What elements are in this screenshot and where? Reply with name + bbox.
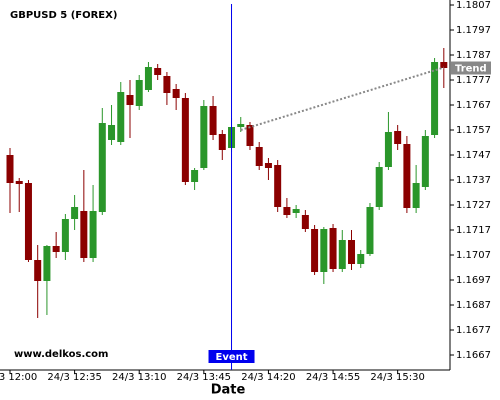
y-tick-label: 1.1697: [456, 275, 491, 286]
candle-body: [301, 215, 309, 229]
candle-body: [15, 181, 23, 184]
candle-body: [144, 67, 152, 90]
candle-body: [43, 246, 51, 281]
candle-body: [34, 260, 42, 281]
candle-body: [375, 167, 383, 207]
y-tick-label: 1.1767: [456, 100, 491, 111]
candle-body: [255, 147, 263, 166]
y-tick-label: 1.1797: [456, 25, 491, 36]
chart-title: GBPUSD 5 (FOREX): [10, 10, 117, 21]
candle-body: [71, 207, 79, 219]
candle-body: [163, 76, 171, 93]
x-tick-label: 24/3 14:20: [241, 372, 295, 383]
candle-body: [6, 155, 14, 183]
y-tick-label: 1.1757: [456, 125, 491, 136]
candle-body: [384, 132, 392, 167]
candle-body: [264, 163, 272, 168]
watermark: www.delkos.com: [14, 349, 108, 360]
candle-body: [403, 144, 411, 208]
candle-body: [200, 106, 208, 168]
x-tick-label: 24/3 12:35: [47, 372, 101, 383]
y-tick-label: 1.1747: [456, 150, 491, 161]
candle-body: [431, 62, 439, 135]
y-tick-label: 1.1727: [456, 200, 491, 211]
candle-body: [218, 134, 226, 150]
trend-label: Trend: [455, 64, 487, 75]
candle-body: [61, 219, 69, 252]
candle-body: [246, 125, 254, 146]
candle-body: [209, 106, 217, 135]
candle-body: [89, 211, 97, 258]
candle-body: [181, 98, 189, 182]
candle-body: [117, 92, 125, 142]
candle-body: [154, 68, 162, 75]
candle-body: [311, 229, 319, 272]
candle-body: [80, 211, 88, 258]
candle-body: [320, 229, 328, 272]
candle-body: [98, 123, 106, 212]
candle-body: [24, 183, 32, 260]
candle-body: [135, 80, 143, 106]
y-tick-label: 1.1777: [456, 75, 491, 86]
y-tick-label: 1.1667: [456, 350, 491, 361]
y-tick-label: 1.1807: [456, 0, 491, 11]
y-tick-label: 1.1737: [456, 175, 491, 186]
candle-body: [274, 165, 282, 207]
candle-body: [191, 170, 199, 182]
candle-body: [412, 183, 420, 208]
candle-body: [126, 95, 134, 105]
x-tick-label: 24/3 13:10: [112, 372, 166, 383]
candle-body: [348, 240, 356, 264]
event-label: Event: [216, 352, 248, 363]
y-tick-label: 1.1677: [456, 325, 491, 336]
x-tick-label: 24/3 12:00: [0, 372, 37, 383]
y-tick-label: 1.1687: [456, 300, 491, 311]
candle-body: [172, 89, 180, 98]
candle-body: [292, 209, 300, 213]
candle-body: [366, 207, 374, 254]
candle-body: [108, 125, 116, 140]
event-label-box: [208, 350, 255, 363]
x-tick-label: 24/3 13:45: [177, 372, 231, 383]
candle-body: [394, 131, 402, 144]
y-tick-label: 1.1707: [456, 250, 491, 261]
candle-body: [440, 62, 448, 68]
trend-label-box: [451, 61, 491, 75]
candle-body: [52, 246, 60, 252]
trend-line: [240, 66, 445, 131]
x-axis-title: Date: [211, 383, 246, 398]
candle-body: [338, 240, 346, 269]
candle-body: [421, 136, 429, 187]
candle-body: [357, 254, 365, 264]
candle-body: [329, 228, 337, 269]
y-tick-label: 1.1787: [456, 50, 491, 61]
candle-body: [283, 207, 291, 215]
y-tick-label: 1.1717: [456, 225, 491, 236]
candle-body: [237, 124, 245, 127]
x-tick-label: 24/3 14:55: [306, 372, 360, 383]
x-tick-label: 24/3 15:30: [370, 372, 424, 383]
